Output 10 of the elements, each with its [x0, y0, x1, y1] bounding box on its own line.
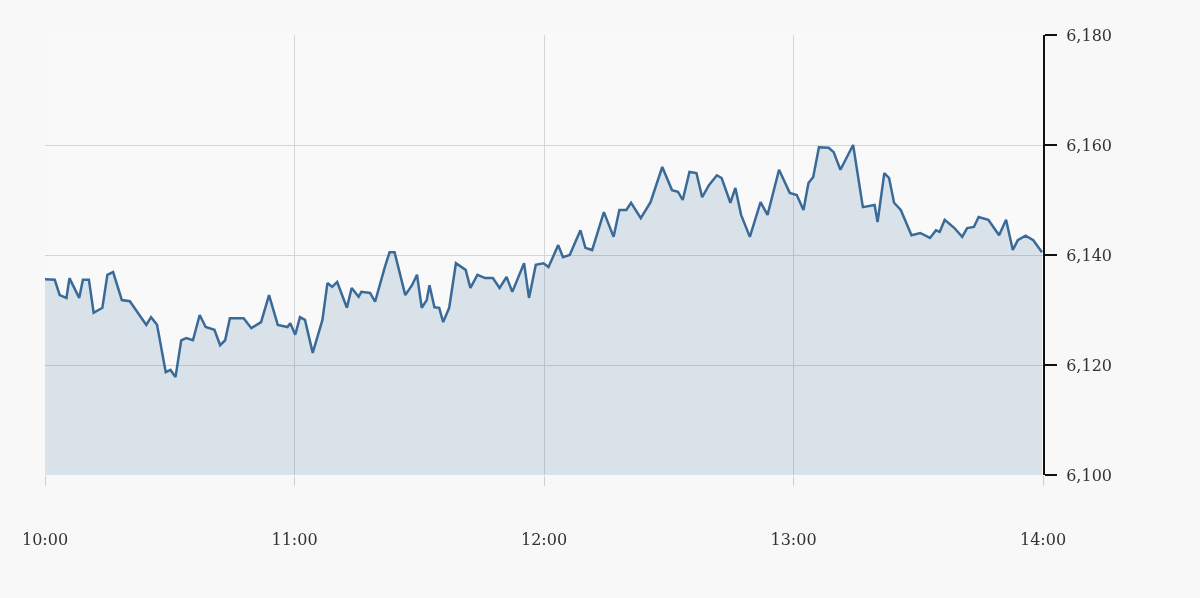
y-tick-label: 6,120 [1066, 355, 1113, 375]
x-tick-label: 14:00 [1019, 530, 1067, 550]
x-tick-label: 12:00 [520, 530, 568, 550]
y-tick-label: 6,140 [1066, 245, 1113, 265]
x-tick-label: 11:00 [271, 530, 318, 550]
y-tick-label: 6,100 [1066, 465, 1113, 485]
x-tick-label: 13:00 [770, 530, 817, 550]
y-tick-label: 6,160 [1066, 135, 1113, 155]
y-tick-label: 6,180 [1066, 25, 1113, 45]
x-tick-label: 10:00 [21, 530, 69, 550]
